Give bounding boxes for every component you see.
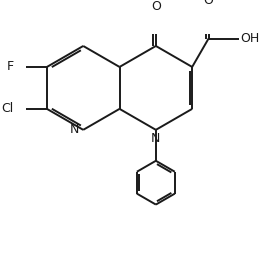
Text: N: N (151, 132, 161, 145)
Text: Cl: Cl (1, 102, 14, 115)
Text: O: O (204, 0, 213, 7)
Text: N: N (70, 123, 79, 136)
Text: OH: OH (241, 32, 260, 45)
Text: F: F (7, 60, 14, 73)
Text: O: O (151, 0, 161, 13)
